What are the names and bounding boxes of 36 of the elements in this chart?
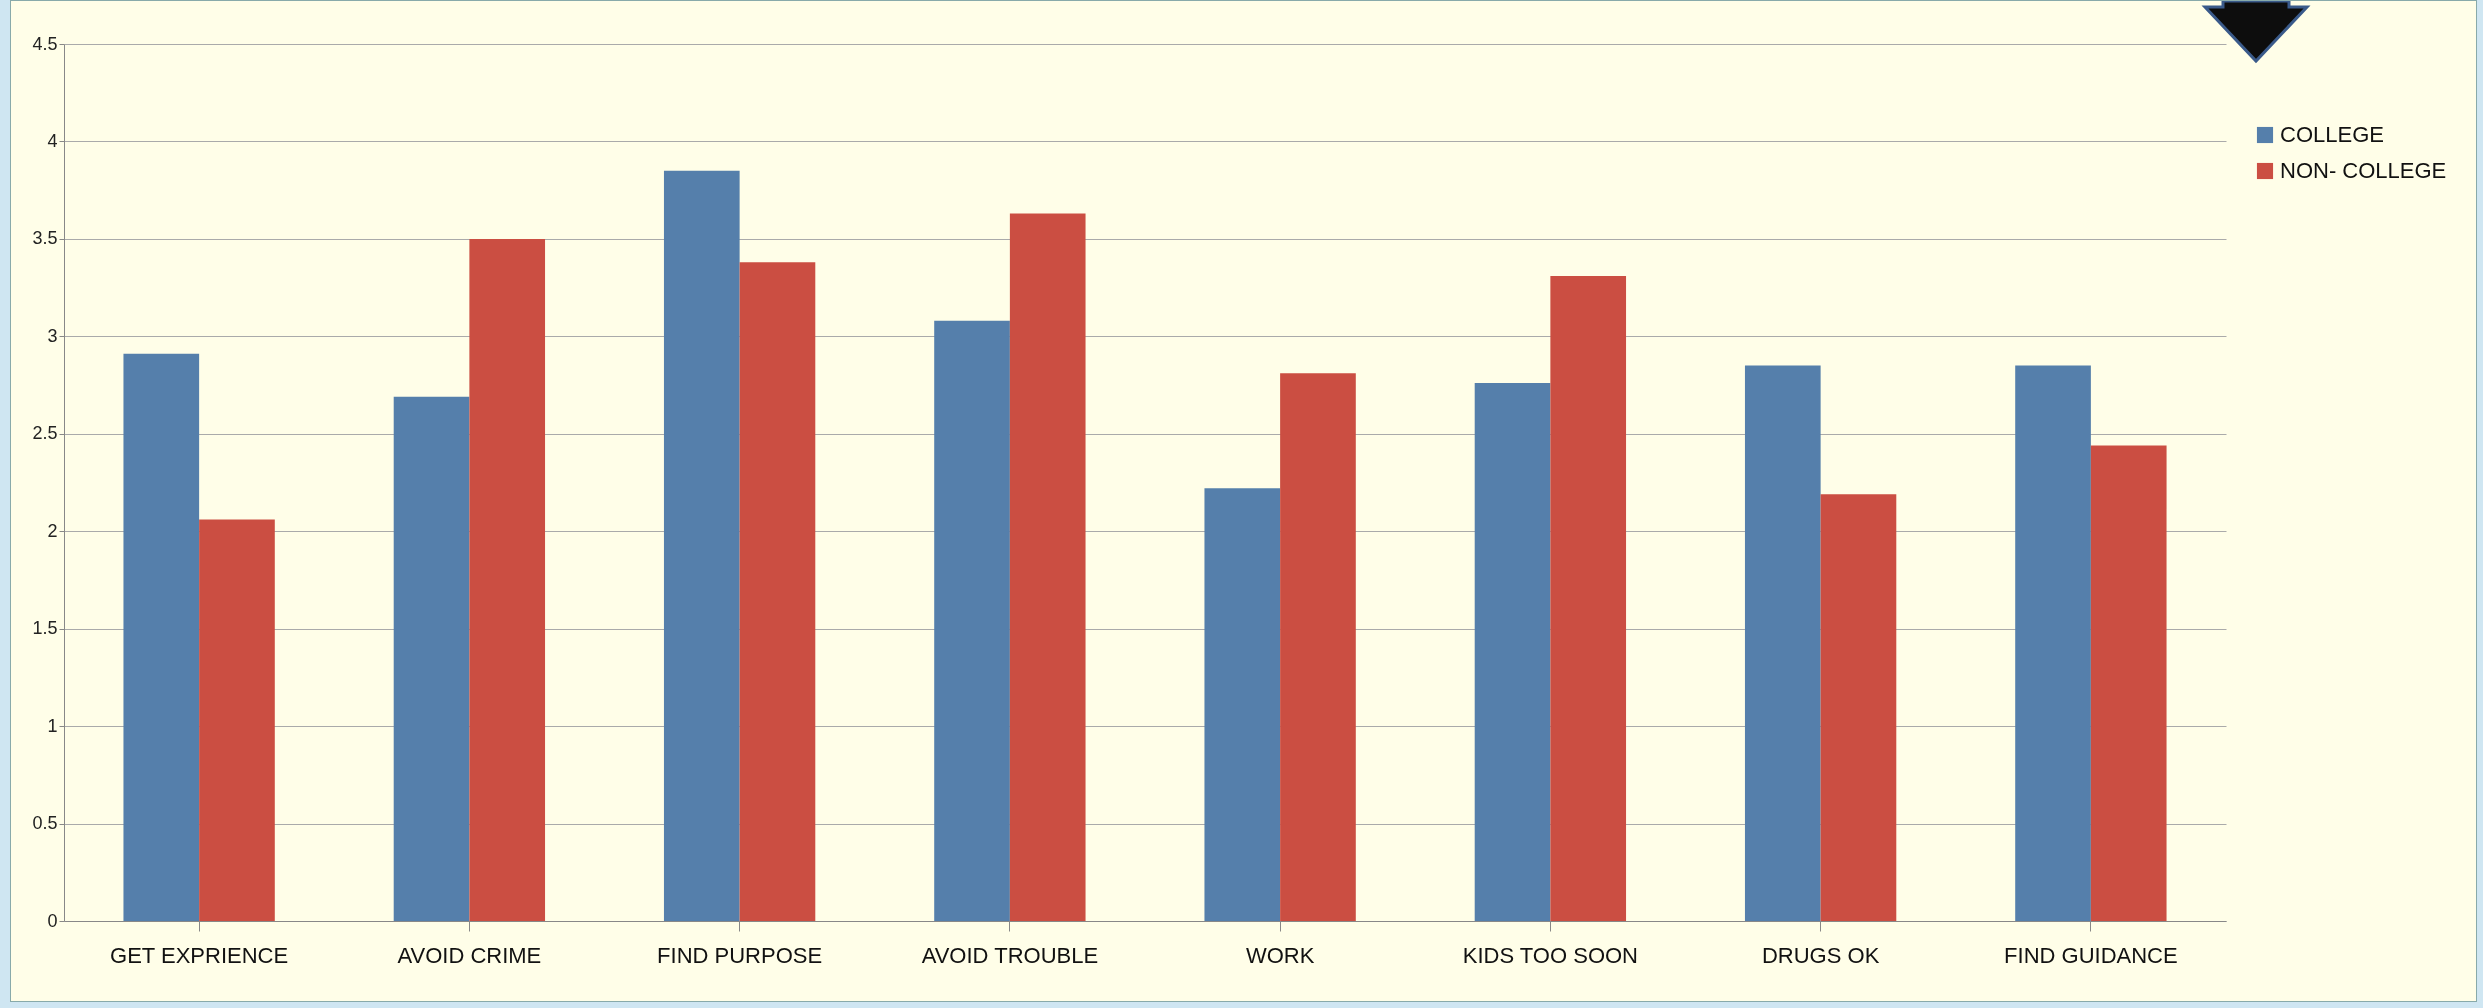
- y-tick-label: 1.5: [32, 618, 58, 639]
- bar: [2015, 365, 2091, 921]
- bar: [199, 519, 275, 921]
- y-tick-label: 3.5: [32, 228, 58, 249]
- x-tick-label: FIND PURPOSE: [657, 942, 823, 968]
- bar: [1820, 494, 1897, 921]
- y-tick-label: 2: [47, 520, 58, 541]
- y-tick-label: 3: [47, 325, 58, 346]
- x-tick-label: DRUGS OK: [1761, 942, 1880, 968]
- legend-label: NON- COLLEGE: [2280, 158, 2447, 183]
- x-tick-label: AVOID CRIME: [397, 942, 542, 968]
- x-tick-label: FIND GUIDANCE: [2004, 942, 2178, 968]
- x-tick-label: GET EXPRIENCE: [110, 942, 289, 968]
- y-tick-label: 2.5: [32, 423, 58, 444]
- bar: [1550, 275, 1627, 921]
- bar: [1744, 365, 1821, 921]
- bar: [393, 396, 470, 921]
- bar: [2090, 445, 2167, 921]
- y-tick-label: 4: [47, 130, 58, 151]
- x-tick-label: AVOID TROUBLE: [921, 942, 1099, 968]
- bar: [1204, 488, 1281, 921]
- x-tick-label: KIDS TOO SOON: [1462, 942, 1638, 968]
- y-tick-label: 4.5: [32, 33, 58, 54]
- bar: [1280, 373, 1356, 921]
- y-tick-label: 1: [47, 715, 58, 736]
- bar: [739, 262, 816, 921]
- legend-label: COLLEGE: [2280, 122, 2384, 147]
- bar: [123, 353, 200, 921]
- y-tick-label: 0.5: [32, 813, 58, 834]
- bar: [663, 170, 740, 921]
- y-tick-label: 0: [47, 910, 58, 931]
- bar: [1474, 383, 1551, 921]
- bar: [1009, 213, 1086, 921]
- x-tick-label: WORK: [1245, 942, 1315, 968]
- bar: [469, 238, 546, 921]
- bar: [934, 320, 1010, 921]
